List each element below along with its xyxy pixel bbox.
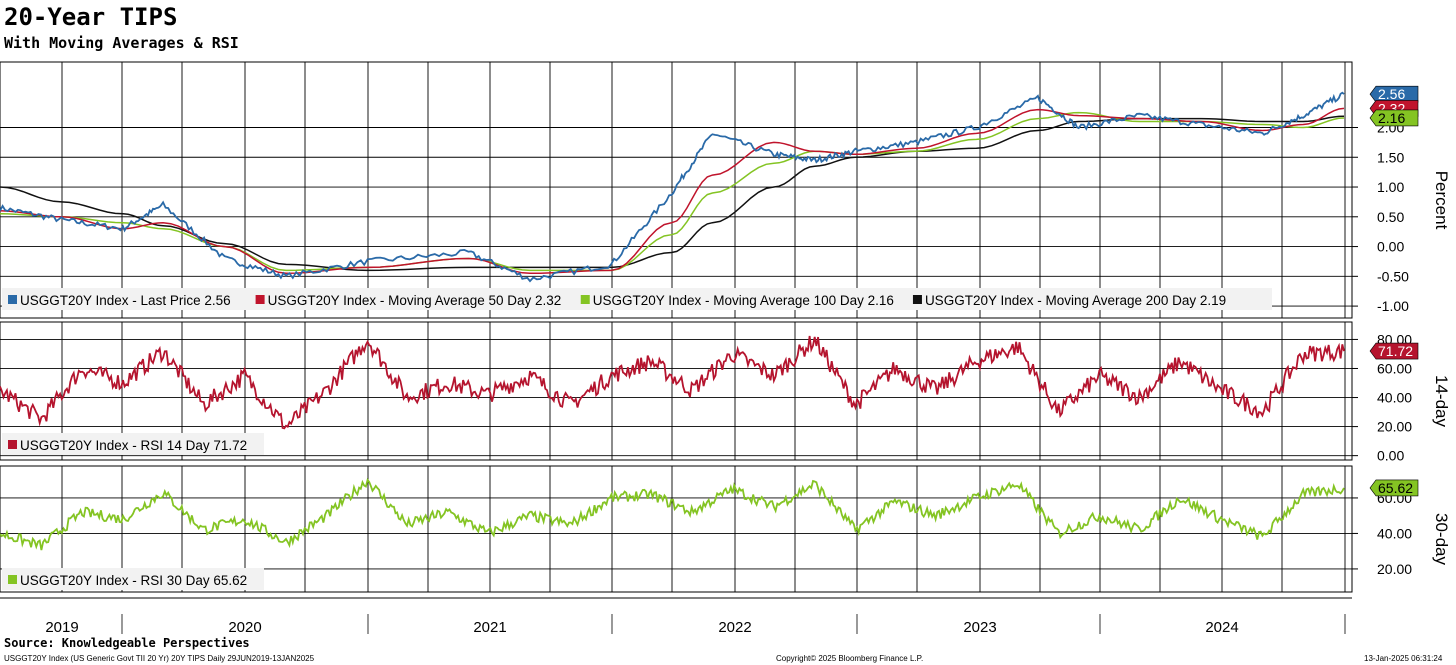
panel-frame (0, 321, 1353, 461)
y-tick-label: 40.00 (1377, 525, 1412, 541)
year-tick-label: 2023 (963, 619, 996, 636)
panel-frame (0, 61, 1353, 319)
ticker-note: USGGT20Y Index (US Generic Govt TII 20 Y… (4, 654, 315, 663)
chart-title: 20-Year TIPS (4, 3, 178, 31)
legend-swatch (8, 440, 17, 449)
legend-entry: USGGT20Y Index - RSI 14 Day 71.72 (20, 438, 247, 453)
y-axis-title: 14-day (1432, 375, 1451, 427)
panel-frame (0, 465, 1353, 593)
last-value-flag (1369, 85, 1419, 103)
y-axis-title: 30-day (1432, 513, 1451, 565)
y-axis-title: Percent (1432, 171, 1451, 230)
year-tick-label: 2021 (473, 619, 506, 636)
last-value-label: 2.56 (1378, 86, 1405, 102)
y-tick-label: 0.00 (1377, 448, 1404, 464)
last-value-flag (1369, 342, 1419, 360)
legend-swatch (580, 295, 590, 304)
y-tick-label: 0.50 (1377, 209, 1404, 225)
series-line (0, 91, 1345, 283)
legend-entry: USGGT20Y Index - Moving Average 100 Day … (593, 293, 894, 308)
y-tick-label: 1.50 (1377, 149, 1404, 165)
y-tick-label: 20.00 (1377, 561, 1412, 577)
legend-entry: USGGT20Y Index - RSI 30 Day 65.62 (20, 573, 247, 588)
timestamp: 13-Jan-2025 06:31:24 (1364, 654, 1443, 663)
last-value-label: 71.72 (1378, 343, 1413, 359)
y-tick-label: 20.00 (1377, 419, 1412, 435)
last-value-flag (1369, 479, 1419, 497)
series-line (0, 107, 1345, 275)
year-tick-label: 2024 (1205, 619, 1238, 636)
legend-box (2, 433, 264, 455)
last-value-label: 65.62 (1378, 480, 1413, 496)
y-tick-label: 60.00 (1377, 360, 1412, 376)
series-line (0, 335, 1345, 430)
legend-swatch (912, 295, 922, 304)
legend-entry: USGGT20Y Index - Moving Average 200 Day … (925, 293, 1226, 308)
legend-entry: USGGT20Y Index - Last Price 2.56 (20, 293, 231, 308)
legend-box (2, 568, 264, 590)
y-tick-label: 40.00 (1377, 390, 1412, 406)
year-tick-label: 2020 (228, 619, 261, 636)
legend-swatch (255, 295, 265, 304)
last-value-flag (1369, 109, 1419, 127)
legend-box (2, 288, 1272, 310)
legend-entry: USGGT20Y Index - Moving Average 50 Day 2… (268, 293, 562, 308)
y-tick-label: 0.00 (1377, 239, 1404, 255)
chart-subtitle: With Moving Averages & RSI (4, 34, 239, 52)
legend-swatch (8, 575, 17, 584)
y-tick-label: -0.50 (1377, 268, 1409, 284)
copyright-note: Copyright© 2025 Bloomberg Finance L.P. (776, 654, 924, 663)
year-tick-label: 2022 (718, 619, 751, 636)
last-value-label: 2.16 (1378, 110, 1405, 126)
year-tick-label: 2019 (45, 619, 78, 636)
source-note: Source: Knowledgeable Perspectives (4, 636, 250, 650)
y-tick-label: 1.00 (1377, 179, 1404, 195)
legend-swatch (8, 295, 17, 304)
y-tick-label: -1.00 (1377, 298, 1409, 314)
series-line (0, 477, 1345, 551)
